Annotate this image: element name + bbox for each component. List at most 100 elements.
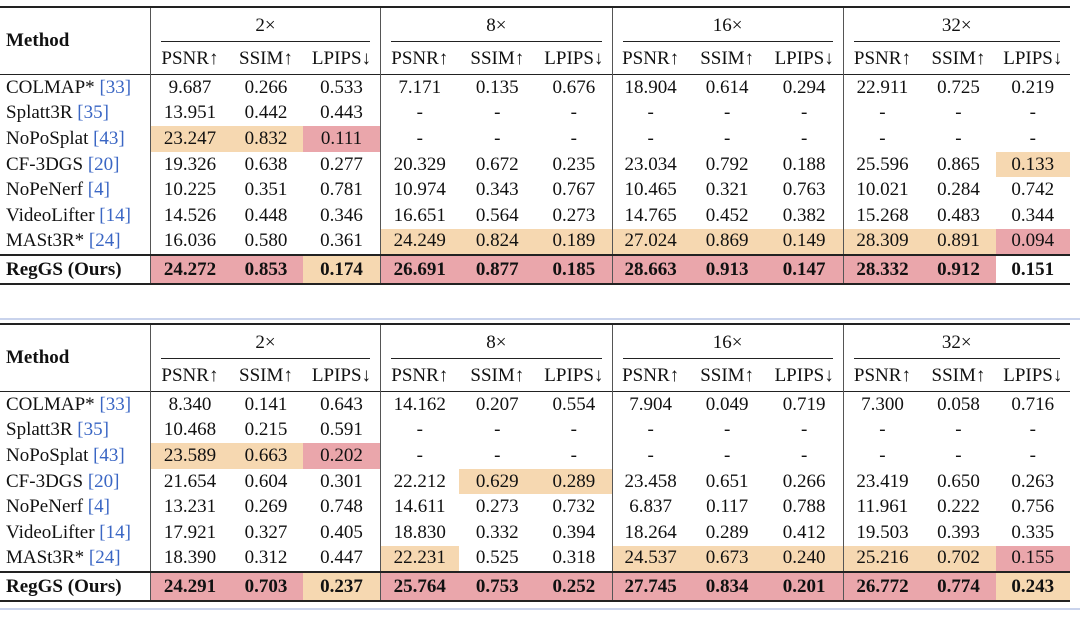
value-cell: 0.301 xyxy=(303,468,381,495)
method-name-cell: CF-3DGS [20] xyxy=(0,151,152,178)
scale-group-header: 2× xyxy=(150,6,381,44)
value-cell: - xyxy=(416,127,423,149)
citation-link[interactable]: [43] xyxy=(93,127,125,149)
metric-header: PSNR↑ xyxy=(161,365,219,386)
method-name: RegGS (Ours) xyxy=(6,575,122,597)
value-cell: 8.340 xyxy=(150,390,229,418)
value-cell: 7.904 xyxy=(612,390,689,418)
value-cell: 0.188 xyxy=(765,151,844,178)
value-cell: 27.745 xyxy=(612,571,689,603)
value-cell: 0.591 xyxy=(303,417,381,444)
value-cell: 0.289 xyxy=(705,521,749,543)
value-cell: 0.327 xyxy=(244,521,288,543)
value-cell: 0.273 xyxy=(535,202,613,229)
method-name-cell: NoPoSplat [43] xyxy=(0,443,152,469)
value-cell: 7.300 xyxy=(843,390,922,418)
metric-header: PSNR↑ xyxy=(853,365,911,386)
group-underline xyxy=(853,41,1060,42)
value-cell: 0.443 xyxy=(303,100,381,127)
metric-header: SSIM↑ xyxy=(700,365,755,386)
citation-link[interactable]: [35] xyxy=(77,419,109,441)
citation-link[interactable]: [24] xyxy=(88,547,121,569)
group-underline xyxy=(390,358,602,359)
value-cell: - xyxy=(879,419,886,441)
method-name: NoPoSplat xyxy=(6,444,94,466)
value-cell: 0.240 xyxy=(765,545,844,573)
value-cell: - xyxy=(1029,419,1036,441)
method-name-cell: CF-3DGS [20] xyxy=(0,468,152,495)
citation-link[interactable]: [20] xyxy=(87,153,120,175)
value-cell: 0.756 xyxy=(1011,496,1055,518)
metric-header: PSNR↑ xyxy=(391,48,449,69)
citation-link[interactable]: [43] xyxy=(93,444,125,466)
value-cell: - xyxy=(879,444,886,466)
group-underline xyxy=(853,358,1060,359)
method-name: NoPoSplat xyxy=(6,127,94,149)
value-cell: 0.343 xyxy=(475,179,519,201)
value-cell: 0.651 xyxy=(705,470,749,492)
value-cell: 16.651 xyxy=(393,204,446,226)
value-cell: 25.764 xyxy=(380,571,459,603)
value-cell: 0.604 xyxy=(244,470,288,492)
citation-link[interactable]: [20] xyxy=(87,470,120,492)
metric-header: PSNR↑ xyxy=(622,365,680,386)
value-cell: 18.830 xyxy=(393,521,446,543)
value-cell: 23.458 xyxy=(624,470,677,492)
value-cell: 0.058 xyxy=(921,390,996,418)
group-underline xyxy=(161,358,370,359)
citation-link[interactable]: [4] xyxy=(87,179,110,201)
value-cell: 0.564 xyxy=(475,204,519,226)
citation-link[interactable]: [4] xyxy=(87,496,110,518)
citation-link[interactable]: [24] xyxy=(88,230,121,252)
citation-link[interactable]: [33] xyxy=(99,393,132,415)
value-cell: 0.332 xyxy=(475,521,519,543)
scale-group-header: 16× xyxy=(612,323,844,361)
scale-group-header: 32× xyxy=(843,6,1070,44)
results-table-panel-bottom: Method 2× 8× 16× 32× PSNR↑ SSIM↑ LPIPS↓ PSNR↑ SSI… xyxy=(0,318,1080,624)
value-cell: 0.869 xyxy=(688,228,766,256)
value-cell: 0.269 xyxy=(244,496,288,518)
value-cell: 0.673 xyxy=(688,545,766,573)
citation-link[interactable]: [14] xyxy=(99,521,131,543)
value-cell: 0.273 xyxy=(475,496,519,518)
table-row: MASt3R* [24] 16.036 0.580 0.361 24.249 0.824 0… xyxy=(0,228,1070,256)
metric-header: LPIPS↓ xyxy=(303,361,381,392)
citation-link[interactable]: [14] xyxy=(99,204,131,226)
value-cell: 14.765 xyxy=(624,204,677,226)
citation-link[interactable]: [35] xyxy=(77,102,109,124)
value-cell: - xyxy=(765,417,844,444)
method-column-header: Method xyxy=(0,6,152,75)
value-cell: 0.289 xyxy=(535,468,613,495)
citation-link[interactable]: [33] xyxy=(99,76,132,98)
table-row: NoPoSplat [43] 23.589 0.663 0.202- - - - - - - - - xyxy=(0,443,1070,469)
value-cell: 22.911 xyxy=(843,73,922,101)
value-cell: 0.824 xyxy=(458,228,536,256)
scale-group-header: 16× xyxy=(612,6,844,44)
value-cell: 0.725 xyxy=(921,73,996,101)
value-cell: 0.252 xyxy=(535,571,613,603)
value-cell: 0.135 xyxy=(458,73,536,101)
value-cell: - xyxy=(955,419,962,441)
value-cell: 14.162 xyxy=(380,390,459,418)
value-cell: 0.394 xyxy=(535,519,613,546)
value-cell: 16.036 xyxy=(163,230,217,252)
value-cell: 0.525 xyxy=(475,547,519,569)
value-cell: 0.719 xyxy=(765,390,844,418)
method-name-cell: Splatt3R [35] xyxy=(0,417,152,444)
value-cell: 28.663 xyxy=(612,254,689,286)
value-cell: - xyxy=(647,419,654,441)
value-cell: 25.216 xyxy=(843,545,922,573)
value-cell: - xyxy=(955,127,962,149)
value-cell: 10.465 xyxy=(624,179,677,201)
method-name: Splatt3R xyxy=(6,419,78,441)
value-cell: 28.309 xyxy=(843,228,922,256)
value-cell: 0.149 xyxy=(765,228,844,256)
value-cell: 0.266 xyxy=(765,468,844,495)
scale-group-header: 32× xyxy=(843,323,1070,361)
results-table-panel-top: Method 2× 8× 16× 32× PSNR↑ SSIM↑ LPIPS↓ PSNR↑ SSI… xyxy=(0,0,1080,300)
value-cell: 0.763 xyxy=(765,177,844,203)
table-row: CF-3DGS [20] 19.326 0.638 0.277 20.329 0.672 0… xyxy=(0,151,1070,178)
scale-label: 32× xyxy=(941,332,972,353)
group-underline xyxy=(622,41,833,42)
value-cell: 0.351 xyxy=(244,179,288,201)
